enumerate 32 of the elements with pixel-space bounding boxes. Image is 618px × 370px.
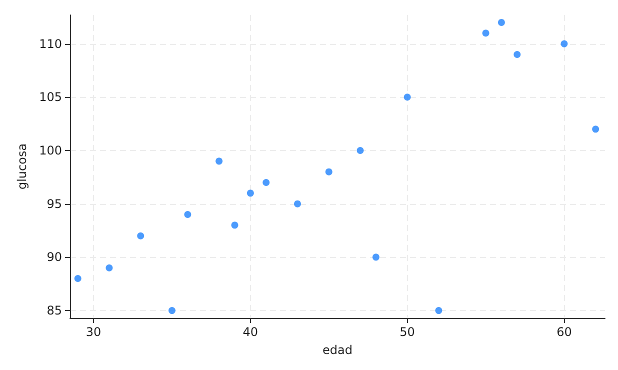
y-tick-label: 100 bbox=[39, 143, 62, 158]
point bbox=[294, 200, 301, 208]
point bbox=[106, 264, 113, 272]
point bbox=[514, 50, 521, 58]
y-tick-label: 95 bbox=[46, 196, 62, 211]
y-tick-label: 110 bbox=[39, 36, 62, 51]
point bbox=[498, 18, 505, 26]
point bbox=[216, 158, 223, 165]
point bbox=[246, 190, 254, 197]
y-tick-label: 105 bbox=[39, 90, 62, 104]
point bbox=[435, 307, 442, 314]
y-tick-label: 85 bbox=[46, 304, 62, 318]
point bbox=[482, 30, 490, 37]
point bbox=[356, 147, 364, 154]
x-tick-label: 40 bbox=[242, 325, 258, 339]
point bbox=[168, 307, 176, 314]
y-tick-label: 90 bbox=[46, 250, 62, 264]
x-tick-label: 60 bbox=[556, 325, 572, 339]
point bbox=[262, 179, 270, 186]
point bbox=[560, 40, 568, 48]
x-tick-label: 30 bbox=[86, 325, 102, 339]
x-axis-title: edad bbox=[322, 343, 352, 357]
y-axis-title: glucosa bbox=[15, 143, 30, 190]
point bbox=[137, 232, 144, 240]
point bbox=[404, 94, 411, 101]
point bbox=[592, 126, 600, 133]
point bbox=[325, 168, 332, 176]
point bbox=[372, 254, 380, 261]
x-tick-label: 50 bbox=[400, 325, 415, 339]
point bbox=[231, 222, 238, 229]
point bbox=[184, 211, 192, 218]
point bbox=[74, 275, 82, 282]
